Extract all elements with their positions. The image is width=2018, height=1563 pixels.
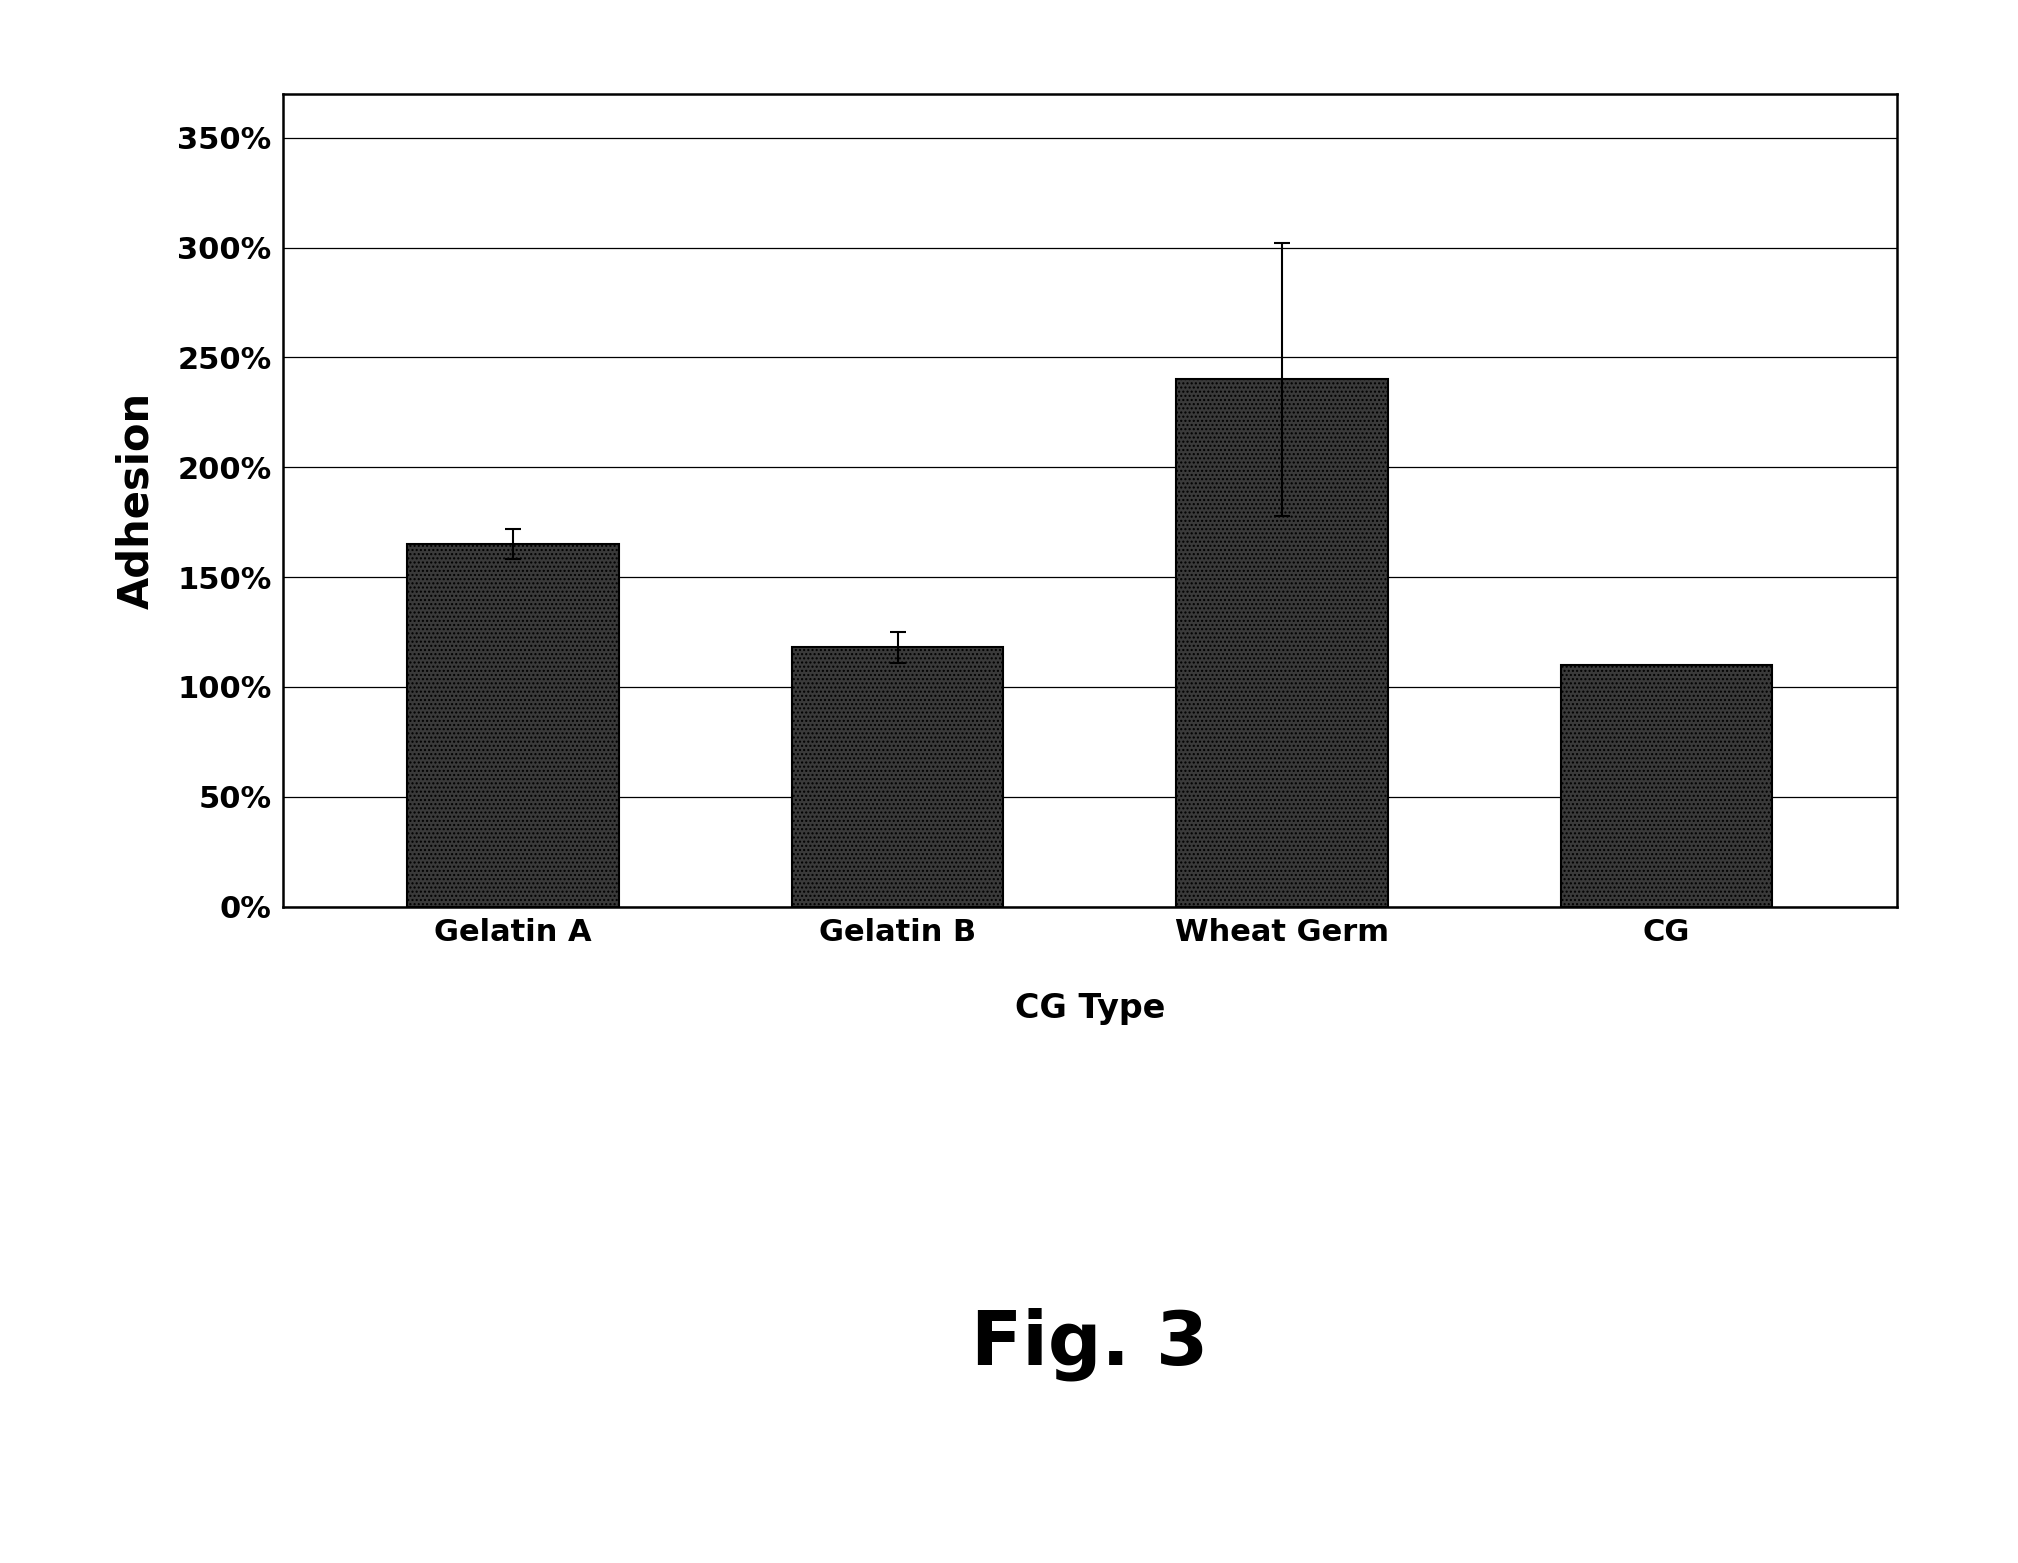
Text: Fig. 3: Fig. 3 bbox=[971, 1307, 1209, 1382]
Bar bbox=[1560, 664, 1772, 907]
Bar bbox=[791, 647, 1003, 907]
Bar bbox=[1176, 380, 1388, 907]
Text: CG Type: CG Type bbox=[1015, 991, 1164, 1025]
Bar bbox=[408, 544, 620, 907]
Y-axis label: Adhesion: Adhesion bbox=[115, 392, 157, 608]
